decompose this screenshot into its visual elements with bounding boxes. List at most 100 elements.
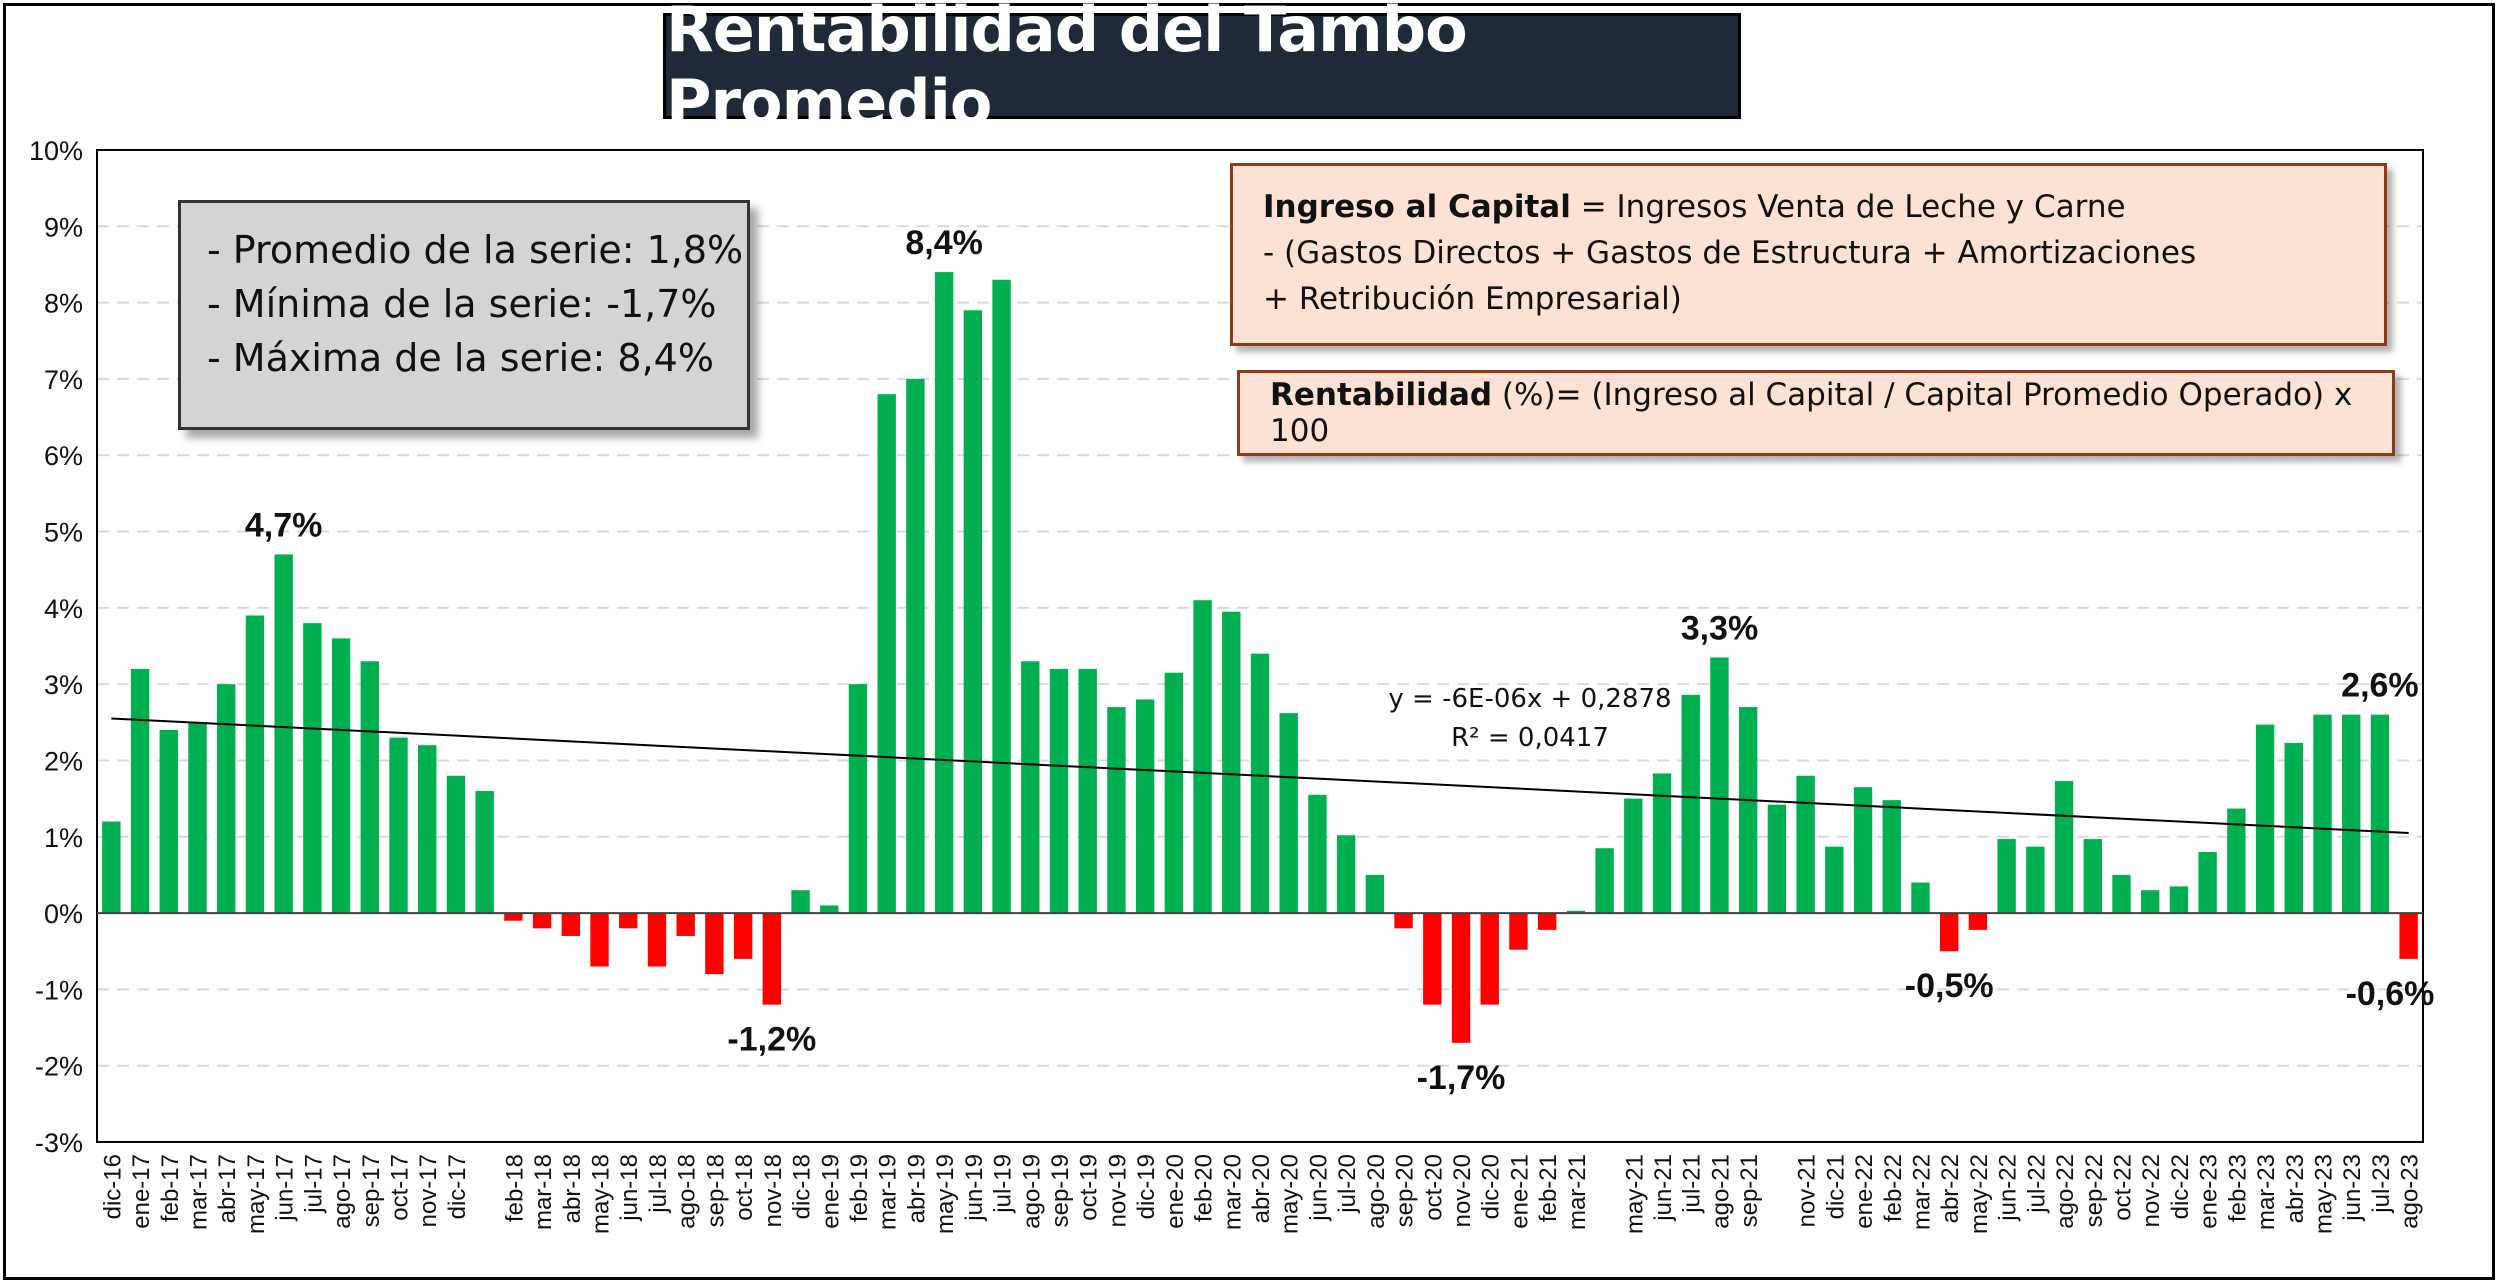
chart-frame xyxy=(3,3,2495,1280)
x-tick-label: nov-19 xyxy=(1104,1154,1131,1227)
bar xyxy=(1681,694,1700,914)
bar xyxy=(2399,913,2418,959)
bar xyxy=(188,722,207,914)
x-tick-label: jun-20 xyxy=(1305,1154,1332,1222)
formula-line1-rest: = Ingresos Venta de Leche y Carne xyxy=(1570,189,2126,225)
x-tick-label: dic-21 xyxy=(1822,1154,1849,1219)
x-tick-label: dic-17 xyxy=(444,1154,471,1219)
bar xyxy=(762,913,782,1005)
y-tick-label: 1% xyxy=(44,823,83,853)
bar xyxy=(2255,724,2275,914)
x-tick-label: feb-20 xyxy=(1191,1154,1218,1222)
bar xyxy=(647,913,667,967)
y-tick-label: 3% xyxy=(44,670,83,700)
bar xyxy=(676,913,695,936)
x-tick-label: feb-17 xyxy=(157,1154,184,1222)
x-tick-label: sep-17 xyxy=(358,1154,385,1227)
x-tick-label: ene-22 xyxy=(1851,1154,1878,1229)
y-tick-label: -1% xyxy=(35,975,83,1005)
x-tick-label: ene-19 xyxy=(817,1154,844,1229)
bar xyxy=(1222,611,1241,914)
bar xyxy=(1853,787,1873,914)
rentabilidad-formula-box: Rentabilidad (%)= (Ingreso al Capital / … xyxy=(1237,370,2395,456)
bar xyxy=(561,913,581,936)
x-tick-label: abr-22 xyxy=(1937,1154,1964,1223)
bar xyxy=(1882,800,1901,914)
x-tick-label: may-21 xyxy=(1621,1154,1648,1234)
x-tick-label: jun-19 xyxy=(961,1154,988,1222)
formula-label: Ingreso al Capital xyxy=(1263,189,1571,225)
series-stats-box: - Promedio de la serie: 1,8% - Mínima de… xyxy=(178,200,750,430)
bar xyxy=(820,905,839,914)
trend-line xyxy=(111,717,2409,834)
x-tick-label: oct-18 xyxy=(731,1154,758,1221)
bar xyxy=(992,279,1011,914)
x-tick-label: dic-18 xyxy=(789,1154,816,1219)
x-tick-label: may-22 xyxy=(1966,1154,1993,1234)
x-tick-label: abr-18 xyxy=(559,1154,586,1223)
x-tick-label: ago-18 xyxy=(674,1154,701,1229)
bar xyxy=(1365,874,1385,914)
x-tick-label: ene-23 xyxy=(2196,1154,2223,1229)
y-tick-label: 10% xyxy=(29,136,83,166)
y-tick-label: 4% xyxy=(44,594,83,624)
x-tick-label: abr-20 xyxy=(1248,1154,1275,1223)
bar xyxy=(1279,713,1298,914)
bar xyxy=(1451,913,1471,1043)
x-tick-label: jul-21 xyxy=(1679,1154,1706,1214)
bar xyxy=(1767,804,1787,914)
bar xyxy=(303,623,322,914)
bar xyxy=(1107,707,1126,914)
x-tick-label: oct-19 xyxy=(1076,1154,1103,1221)
bar xyxy=(1193,600,1212,914)
bar xyxy=(1997,839,2016,914)
bar xyxy=(217,684,236,914)
data-label: 3,3% xyxy=(1681,609,1759,647)
bar xyxy=(1021,661,1040,914)
bar xyxy=(389,737,408,914)
x-tick-label: nov-20 xyxy=(1449,1154,1476,1227)
x-tick-label: feb-23 xyxy=(2224,1154,2251,1222)
x-tick-label: ene-21 xyxy=(1506,1154,1533,1229)
bar xyxy=(1078,668,1097,914)
x-tick-label: nov-21 xyxy=(1794,1154,1821,1227)
x-tick-label: dic-22 xyxy=(2167,1154,2194,1219)
x-tick-label: jun-18 xyxy=(616,1154,643,1222)
y-tick-label: 8% xyxy=(44,289,83,319)
bar xyxy=(848,684,868,914)
plot-area xyxy=(96,149,2424,1143)
x-tick-label: may-23 xyxy=(2310,1154,2337,1234)
x-tick-label: feb-21 xyxy=(1535,1154,1562,1222)
bar xyxy=(102,821,121,914)
formula-line-2: - (Gastos Directos + Gastos de Estructur… xyxy=(1263,235,2197,271)
x-tick-label: ago-19 xyxy=(1018,1154,1045,1229)
y-tick-label: 2% xyxy=(44,746,83,776)
x-tick-label: nov-22 xyxy=(2138,1154,2165,1227)
x-tick-label: ene-17 xyxy=(128,1154,155,1229)
bar xyxy=(1135,699,1155,914)
bar xyxy=(1394,913,1413,929)
x-tick-label: sep-21 xyxy=(1736,1154,1763,1227)
bar xyxy=(1308,794,1327,914)
x-tick-label: ago-17 xyxy=(329,1154,356,1229)
stat-maximum: - Máxima de la serie: 8,4% xyxy=(207,336,714,380)
bar xyxy=(418,745,437,914)
bar xyxy=(2141,890,2160,914)
x-tick-label: abr-19 xyxy=(903,1154,930,1223)
x-tick-label: sep-19 xyxy=(1047,1154,1074,1227)
y-tick-label: -2% xyxy=(35,1052,83,1082)
bar xyxy=(1250,653,1270,914)
stat-minimum: - Mínima de la serie: -1,7% xyxy=(207,282,717,326)
x-tick-label: nov-17 xyxy=(415,1154,442,1227)
x-tick-label: may-19 xyxy=(932,1154,959,1234)
bar xyxy=(791,890,810,914)
bar xyxy=(360,661,379,914)
data-label: -1,2% xyxy=(727,1021,816,1059)
bar xyxy=(590,913,609,967)
bar xyxy=(1796,775,1815,914)
x-tick-label: mar-18 xyxy=(530,1154,557,1230)
x-tick-label: jun-22 xyxy=(1995,1154,2022,1222)
bar xyxy=(2054,781,2074,914)
x-tick-label: mar-21 xyxy=(1564,1154,1591,1230)
